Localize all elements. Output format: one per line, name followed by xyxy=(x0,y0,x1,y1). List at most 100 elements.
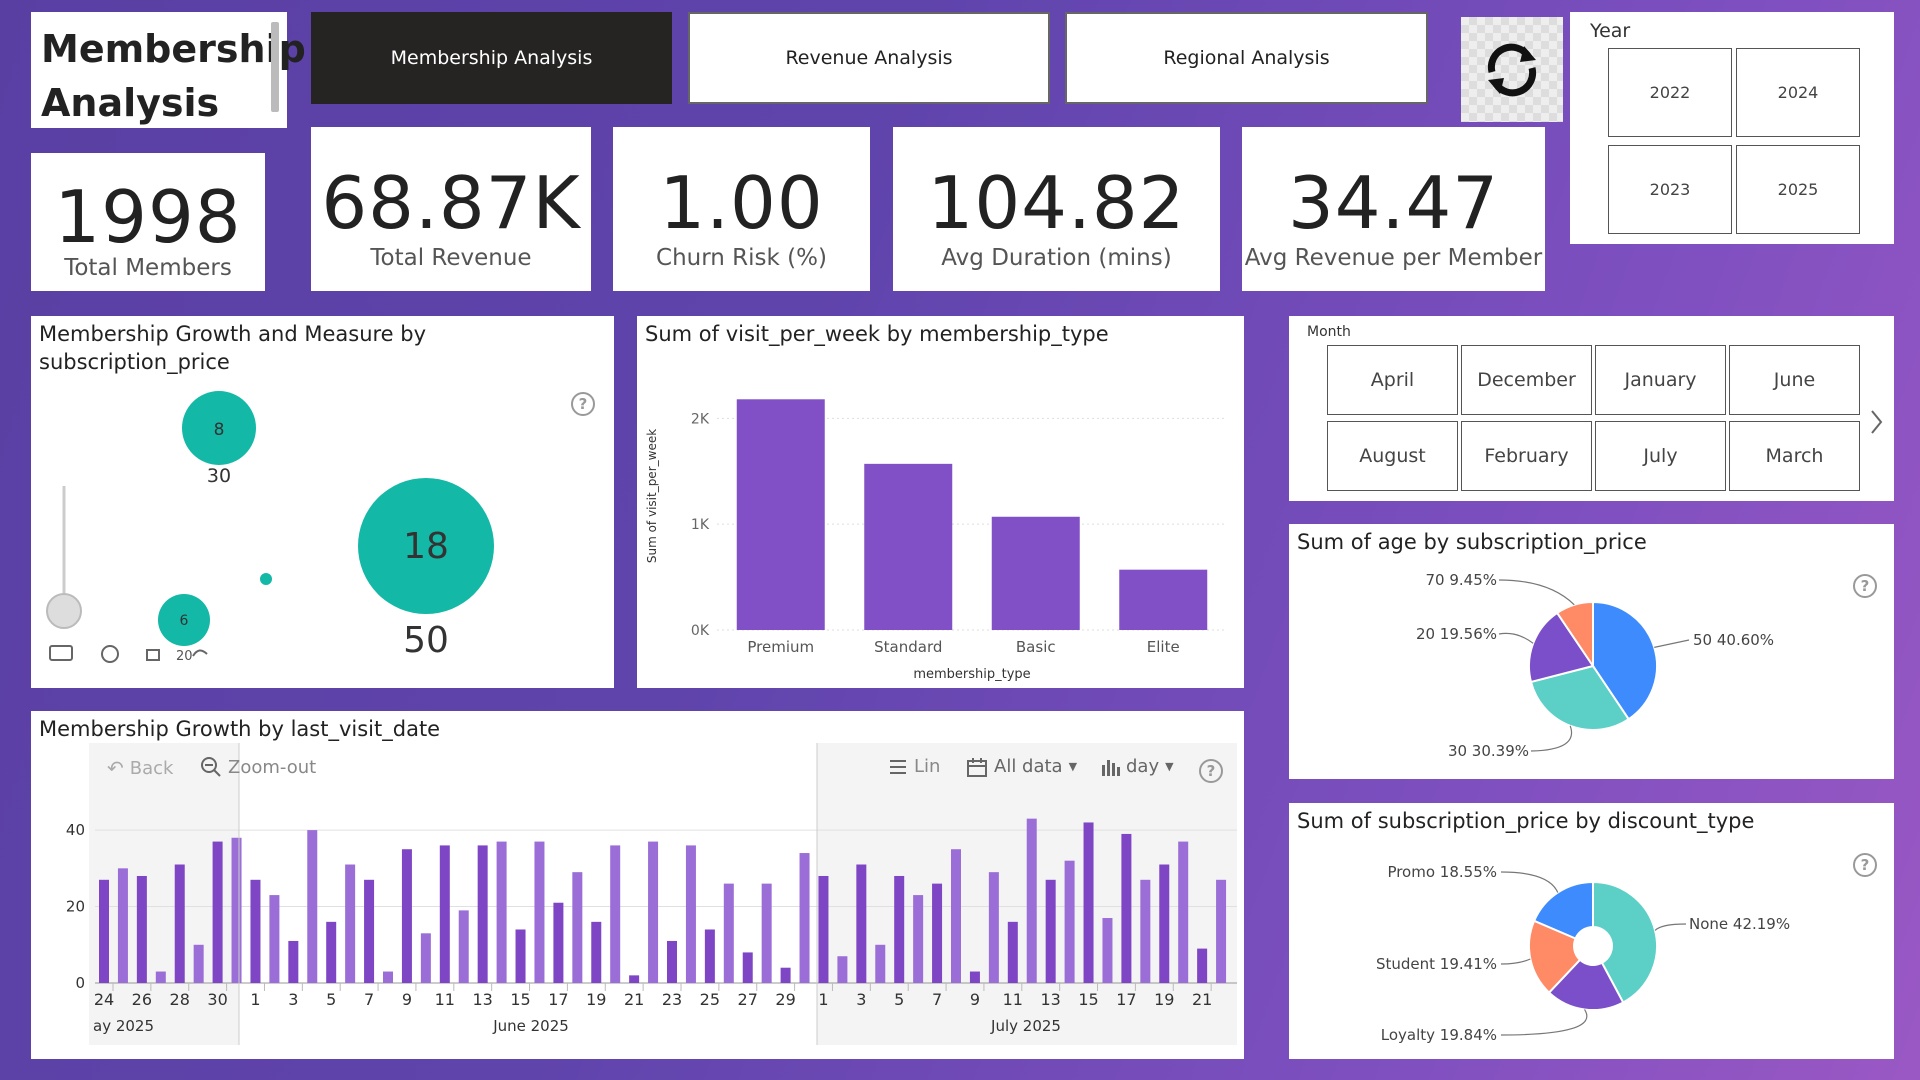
bar[interactable] xyxy=(591,921,602,983)
bar[interactable] xyxy=(704,929,715,983)
all-data-dropdown[interactable]: All data ▼ xyxy=(966,756,1077,777)
bar[interactable] xyxy=(288,940,299,983)
bar[interactable] xyxy=(736,399,825,630)
bar[interactable] xyxy=(913,895,924,983)
help-icon[interactable]: ? xyxy=(1853,574,1877,598)
bar[interactable] xyxy=(856,864,867,983)
bar[interactable] xyxy=(155,971,166,983)
bar[interactable] xyxy=(685,845,696,983)
help-icon[interactable]: ? xyxy=(571,392,595,416)
bar[interactable] xyxy=(864,463,953,630)
month-option[interactable]: August xyxy=(1327,421,1458,491)
bar[interactable] xyxy=(212,841,223,983)
pie-slice[interactable] xyxy=(1528,919,1582,994)
bar[interactable] xyxy=(364,879,375,983)
bar[interactable] xyxy=(1121,833,1132,983)
year-option[interactable]: 2023 xyxy=(1608,145,1732,234)
bar[interactable] xyxy=(515,929,526,983)
title-scrollbar[interactable] xyxy=(271,22,279,112)
bar[interactable] xyxy=(458,910,469,983)
month-option[interactable]: March xyxy=(1729,421,1860,491)
bar[interactable] xyxy=(1102,918,1113,983)
chevron-right-icon[interactable] xyxy=(1869,408,1885,436)
nav-revenue-button[interactable]: Revenue Analysis xyxy=(688,12,1050,104)
bar[interactable] xyxy=(969,971,980,983)
bar[interactable] xyxy=(988,872,999,983)
bar[interactable] xyxy=(1045,879,1056,983)
bar[interactable] xyxy=(193,944,204,983)
bar[interactable] xyxy=(1140,879,1151,983)
year-option[interactable]: 2022 xyxy=(1608,48,1732,137)
pie-slice[interactable] xyxy=(1547,958,1625,1011)
back-button[interactable]: ↶ Back xyxy=(107,756,173,780)
bar[interactable] xyxy=(383,971,393,983)
bar[interactable] xyxy=(136,875,147,983)
bar[interactable] xyxy=(345,864,356,983)
granularity-dropdown[interactable]: day ▼ xyxy=(1100,756,1174,777)
pie-slice[interactable] xyxy=(1532,880,1594,940)
bar[interactable] xyxy=(326,921,337,983)
bar[interactable] xyxy=(1119,569,1208,630)
bar[interactable] xyxy=(250,879,261,983)
linear-scale-button[interactable]: Lin xyxy=(888,756,940,777)
bubble[interactable] xyxy=(158,594,210,646)
bar[interactable] xyxy=(534,841,545,983)
bar[interactable] xyxy=(1083,822,1094,983)
bar[interactable] xyxy=(1026,818,1037,983)
lock-icon[interactable] xyxy=(146,649,160,661)
pie-slice[interactable] xyxy=(1528,611,1595,684)
bar[interactable] xyxy=(951,849,961,983)
bar[interactable] xyxy=(1064,860,1075,983)
bar[interactable] xyxy=(932,883,943,983)
help-icon[interactable]: ? xyxy=(1199,759,1223,783)
bar[interactable] xyxy=(174,864,185,983)
pie-slice[interactable] xyxy=(1592,600,1658,721)
bar[interactable] xyxy=(648,841,659,983)
bar[interactable] xyxy=(477,845,488,983)
pie-slice[interactable] xyxy=(1529,664,1631,731)
month-option[interactable]: January xyxy=(1595,345,1726,415)
bar[interactable] xyxy=(894,875,905,983)
bar[interactable] xyxy=(439,845,450,983)
month-option[interactable]: April xyxy=(1327,345,1458,415)
month-option[interactable]: June xyxy=(1729,345,1860,415)
bar[interactable] xyxy=(420,933,431,983)
bar[interactable] xyxy=(723,883,734,983)
bar[interactable] xyxy=(553,902,564,983)
bar[interactable] xyxy=(780,967,791,983)
bar[interactable] xyxy=(991,516,1080,630)
bar[interactable] xyxy=(818,875,829,983)
zoom-out-button[interactable]: Zoom-out xyxy=(200,756,316,778)
help-icon[interactable]: ? xyxy=(1853,853,1877,877)
nav-regional-button[interactable]: Regional Analysis xyxy=(1065,12,1428,104)
play-axis-handle[interactable] xyxy=(46,593,82,629)
bar[interactable] xyxy=(799,853,810,983)
month-option[interactable]: February xyxy=(1461,421,1592,491)
bar[interactable] xyxy=(875,944,886,983)
replay-icon[interactable] xyxy=(101,645,119,663)
nav-membership-button[interactable]: Membership Analysis xyxy=(311,12,672,104)
year-option[interactable]: 2024 xyxy=(1736,48,1860,137)
year-option[interactable]: 2025 xyxy=(1736,145,1860,234)
bar[interactable] xyxy=(837,956,848,983)
bar[interactable] xyxy=(307,830,318,983)
pie-slice[interactable] xyxy=(1592,880,1658,1004)
bubble[interactable] xyxy=(358,478,494,614)
bar[interactable] xyxy=(1007,921,1018,983)
play-icon[interactable] xyxy=(49,645,73,661)
bubble[interactable] xyxy=(182,391,256,465)
bar[interactable] xyxy=(401,849,412,983)
bar[interactable] xyxy=(610,845,621,983)
bar[interactable] xyxy=(629,975,640,983)
month-option[interactable]: December xyxy=(1461,345,1592,415)
bar[interactable] xyxy=(667,940,677,983)
bar[interactable] xyxy=(496,841,507,983)
month-option[interactable]: July xyxy=(1595,421,1726,491)
bar[interactable] xyxy=(269,895,280,983)
bar[interactable] xyxy=(1216,879,1227,983)
bar[interactable] xyxy=(117,868,128,983)
bar[interactable] xyxy=(1159,864,1170,983)
undo-icon[interactable] xyxy=(192,649,208,657)
refresh-button[interactable] xyxy=(1461,17,1563,122)
bar[interactable] xyxy=(761,883,772,983)
